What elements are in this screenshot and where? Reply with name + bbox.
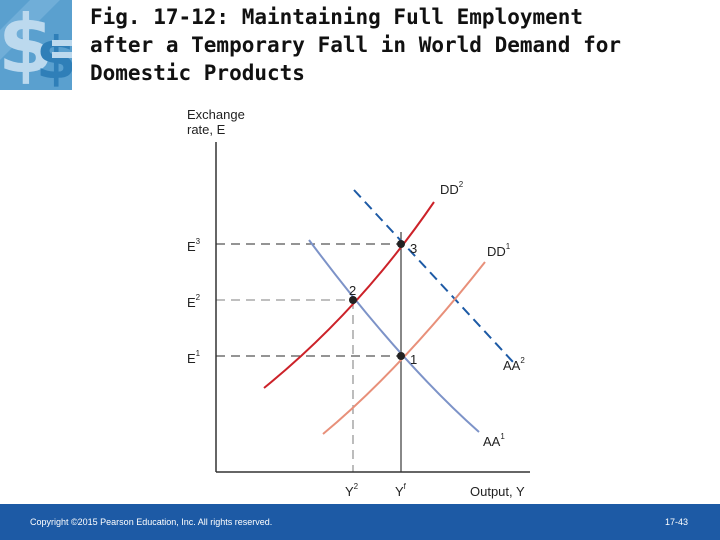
dd1-curve: [322, 261, 486, 435]
x-axis-title: Output, Y: [470, 484, 525, 499]
copyright-text: Copyright ©2015 Pearson Education, Inc. …: [30, 517, 273, 527]
svg-text:$: $: [0, 0, 54, 90]
aa2-curve: [353, 189, 514, 363]
e1-label: E1: [187, 349, 201, 366]
title-line: Domestic Products: [90, 61, 305, 85]
e3-label: E3: [187, 237, 201, 254]
aa2-label: AA2: [503, 356, 525, 373]
footer-bar: Copyright ©2015 Pearson Education, Inc. …: [0, 504, 720, 540]
dollar-sign-icon: $ $: [0, 0, 72, 90]
dd-aa-diagram: Exchange rate, E Output, Y E3 E2 E1 Y2 Y…: [187, 107, 530, 499]
e2-label: E2: [187, 293, 201, 310]
point-3-label: 3: [410, 241, 417, 256]
page-number: 17-43: [664, 517, 688, 527]
dd2-label: DD2: [440, 180, 464, 197]
point-1: [397, 352, 405, 360]
point-1-label: 1: [410, 352, 417, 367]
title-line: Fig. 17-12: Maintaining Full Employment: [90, 5, 584, 29]
slide-title: Fig. 17-12: Maintaining Full Employment …: [90, 3, 700, 87]
point-3: [397, 240, 405, 248]
y-axis-title-line1: Exchange: [187, 107, 245, 122]
point-2-label: 2: [349, 283, 356, 298]
y-axis-title-line2: rate, E: [187, 122, 226, 137]
title-line: after a Temporary Fall in World Demand f…: [90, 33, 622, 57]
dd1-label: DD1: [487, 242, 511, 259]
yf-label: Yf: [395, 482, 407, 499]
y2-label: Y2: [345, 482, 359, 499]
aa1-label: AA1: [483, 432, 505, 449]
point-2: [349, 296, 357, 304]
aa1-curve: [308, 239, 480, 433]
